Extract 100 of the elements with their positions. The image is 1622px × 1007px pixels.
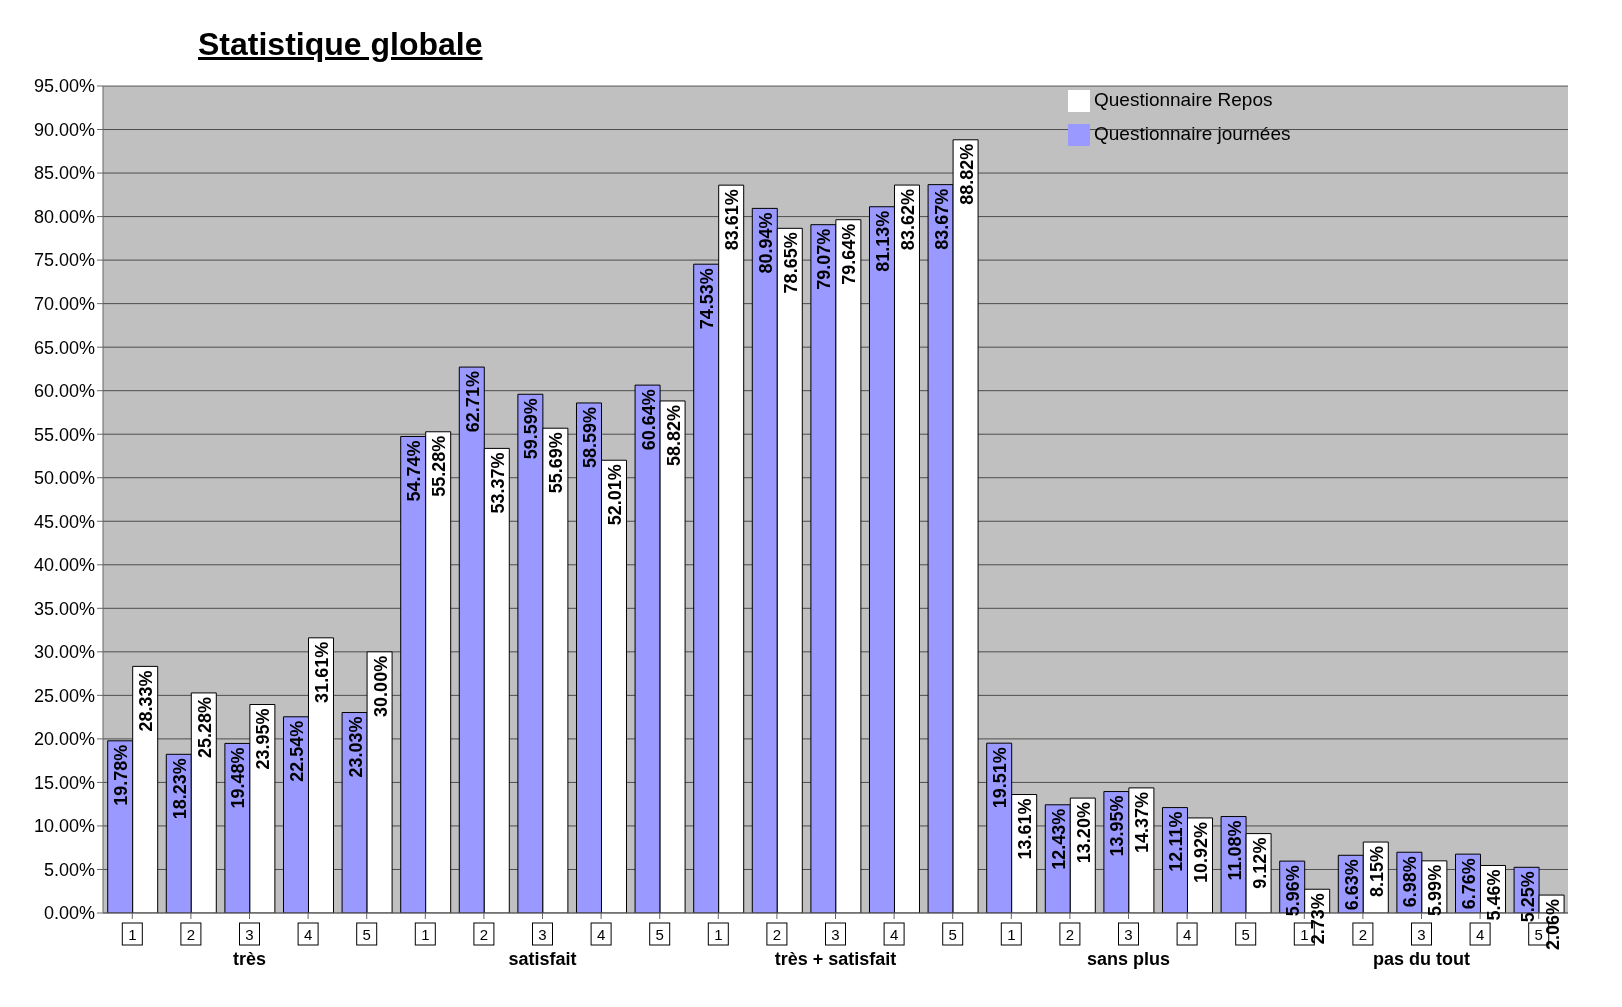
data-label: 5.96% <box>1283 865 1304 917</box>
text: sans plus <box>1086 949 1171 969</box>
data-label: 18.23% <box>169 758 190 820</box>
data-label: 88.82% <box>956 143 977 205</box>
text: très <box>232 949 267 969</box>
y-tick-label: 30.00% <box>33 642 95 663</box>
data-label: 83.62% <box>897 189 918 251</box>
x-tick-label: 3 <box>1417 926 1426 943</box>
data-label: 6.76% <box>1458 858 1479 910</box>
data-label: 58.82% <box>663 404 684 467</box>
data-label: 12.43% <box>1048 808 1069 870</box>
x-tick-label: 2 <box>1358 926 1368 943</box>
x-tick-label: 3 <box>1124 926 1133 943</box>
y-tick-label: 10.00% <box>33 816 95 837</box>
y-tick-label: 60.00% <box>33 381 95 402</box>
data-label: 14.37% <box>1132 791 1153 853</box>
y-tick-label: 35.00% <box>33 598 95 619</box>
x-tick-label: 2 <box>1065 926 1075 943</box>
x-tick-label: 3 <box>245 926 254 943</box>
text: satisfait <box>508 949 577 969</box>
data-label: 31.61% <box>311 641 332 703</box>
y-tick-label: 15.00% <box>33 772 95 793</box>
data-label: 83.67% <box>931 188 952 250</box>
data-label: 8.15% <box>1366 846 1387 898</box>
data-label: 19.48% <box>228 747 249 809</box>
data-label: 78.65% <box>780 232 801 294</box>
data-label: 62.71% <box>462 371 483 433</box>
y-tick-label: 70.00% <box>33 294 95 315</box>
data-label: 13.20% <box>1073 802 1094 864</box>
x-tick-label: 5 <box>948 926 957 943</box>
data-label: 80.94% <box>755 212 776 274</box>
y-tick-label: 0.00% <box>43 903 95 924</box>
data-label: 55.28% <box>429 435 450 497</box>
text: très + satisfait <box>774 949 897 969</box>
y-tick-label: 40.00% <box>33 555 95 576</box>
data-label: 53.37% <box>487 452 508 514</box>
data-label: 28.33% <box>136 670 157 732</box>
x-tick-label: 1 <box>421 926 430 943</box>
data-label: 79.07% <box>814 228 835 290</box>
x-tick-label: 1 <box>1007 926 1016 943</box>
data-label: 6.63% <box>1341 859 1362 911</box>
data-label: 81.13% <box>872 210 893 272</box>
x-tick-label: 5 <box>1534 926 1543 943</box>
x-tick-label: 4 <box>889 926 899 943</box>
data-label: 12.11% <box>1165 811 1186 872</box>
x-tick-label: 5 <box>362 926 371 943</box>
x-tick-label: 3 <box>538 926 547 943</box>
data-label: 79.64% <box>839 223 860 285</box>
x-tick-label: 5 <box>1241 926 1250 943</box>
y-tick-label: 65.00% <box>33 337 95 358</box>
data-label: 5.25% <box>1517 871 1538 923</box>
data-label: 5.46% <box>1483 869 1504 921</box>
data-label: 6.98% <box>1400 856 1421 908</box>
x-tick-label: 4 <box>1475 926 1485 943</box>
y-tick-label: 5.00% <box>43 859 95 880</box>
x-tick-label: 1 <box>128 926 137 943</box>
y-tick-label: 55.00% <box>33 424 95 445</box>
data-label: 2.73% <box>1308 893 1329 945</box>
y-tick-label: 50.00% <box>33 468 95 489</box>
y-tick-label: 25.00% <box>33 685 95 706</box>
y-tick-label: 75.00% <box>33 250 95 271</box>
data-label: 58.59% <box>579 406 600 469</box>
x-tick-label: 4 <box>596 926 606 943</box>
y-tick-label: 80.00% <box>33 206 95 227</box>
data-label: 60.64% <box>638 389 659 451</box>
data-label: 2.06% <box>1542 899 1563 951</box>
data-label: 59.59% <box>521 398 542 460</box>
data-label: 19.78% <box>111 744 132 806</box>
x-tick-label: 4 <box>1182 926 1192 943</box>
data-label: 30.00% <box>370 655 391 717</box>
y-tick-label: 20.00% <box>33 729 95 750</box>
y-tick-label: 90.00% <box>33 119 95 140</box>
data-label: 13.61% <box>1015 798 1036 860</box>
data-label: 52.01% <box>604 464 625 526</box>
data-label: 55.69% <box>546 432 567 494</box>
x-tick-label: 2 <box>186 926 196 943</box>
x-tick-label: 1 <box>1300 926 1309 943</box>
data-label: 54.74% <box>404 440 425 502</box>
x-tick-label: 3 <box>831 926 840 943</box>
x-tick-label: 2 <box>479 926 489 943</box>
data-label: 23.03% <box>345 716 366 778</box>
x-tick-label: 4 <box>303 926 313 943</box>
y-tick-label: 95.00% <box>33 76 95 97</box>
legend-label: Questionnaire Repos <box>1094 89 1273 110</box>
data-label: 83.61% <box>722 189 743 251</box>
data-label: 9.12% <box>1249 837 1270 889</box>
data-label: 74.53% <box>697 268 718 330</box>
data-label: 23.95% <box>253 708 274 770</box>
x-tick-label: 1 <box>714 926 723 943</box>
data-label: 22.54% <box>286 720 307 782</box>
x-tick-label: 2 <box>772 926 782 943</box>
data-label: 25.28% <box>194 696 215 758</box>
data-label: 19.51% <box>990 747 1011 809</box>
data-label: 5.99% <box>1425 864 1446 916</box>
x-tick-label: 5 <box>655 926 664 943</box>
text: pas du tout <box>1373 949 1470 969</box>
data-label: 11.08% <box>1224 820 1245 881</box>
y-tick-label: 85.00% <box>33 163 95 184</box>
chart-title: Statistique globale <box>198 26 483 63</box>
data-label: 13.95% <box>1107 795 1128 857</box>
